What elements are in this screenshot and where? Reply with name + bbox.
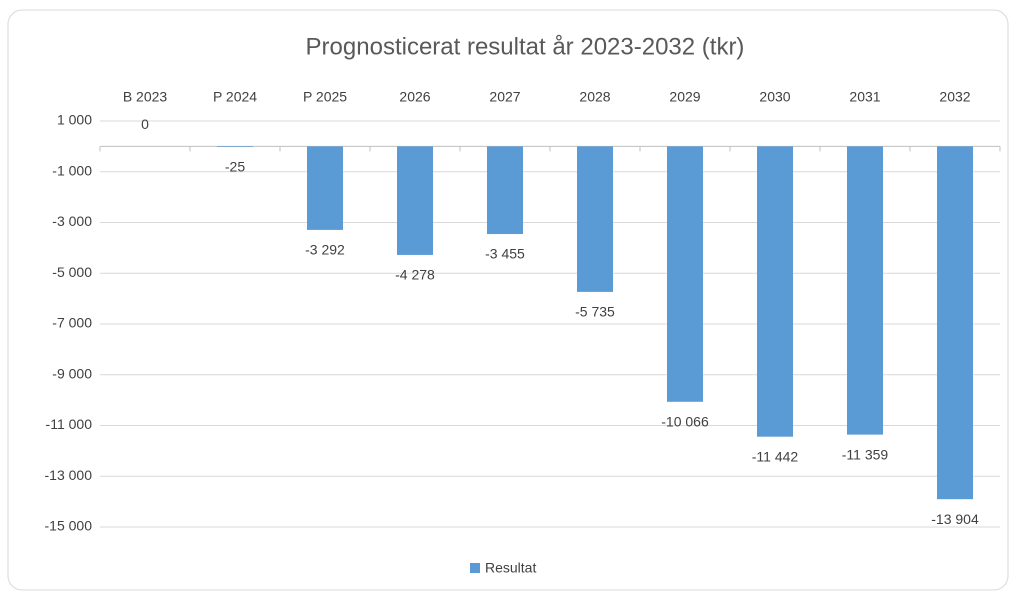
data-label: 0 bbox=[141, 116, 149, 132]
legend-label: Resultat bbox=[485, 560, 536, 576]
bar bbox=[757, 146, 793, 437]
y-tick-label: -11 000 bbox=[46, 416, 93, 432]
y-tick-label: -1 000 bbox=[52, 162, 92, 178]
x-tick-label: 2029 bbox=[669, 89, 700, 105]
y-tick-label: 1 000 bbox=[57, 112, 92, 128]
bar bbox=[487, 146, 523, 235]
data-label: -4 278 bbox=[395, 267, 435, 283]
bar bbox=[307, 146, 343, 230]
x-tick-label: 2027 bbox=[489, 89, 520, 105]
bar bbox=[217, 146, 253, 148]
x-tick-label: 2026 bbox=[399, 89, 430, 105]
data-label: -11 442 bbox=[752, 448, 799, 464]
data-label: -11 359 bbox=[842, 446, 889, 462]
bar bbox=[577, 146, 613, 292]
data-label: -25 bbox=[225, 159, 245, 175]
bar bbox=[937, 146, 973, 500]
x-tick-label: P 2024 bbox=[213, 89, 257, 105]
legend-swatch bbox=[470, 563, 480, 573]
x-tick-label: 2032 bbox=[939, 89, 970, 105]
x-tick-label: B 2023 bbox=[123, 89, 168, 105]
x-tick-label: P 2025 bbox=[303, 89, 347, 105]
data-label: -3 455 bbox=[485, 246, 525, 262]
y-tick-label: -13 000 bbox=[45, 467, 93, 483]
x-tick-label: 2030 bbox=[759, 89, 790, 105]
x-tick-label: 2031 bbox=[849, 89, 880, 105]
y-tick-label: -7 000 bbox=[52, 315, 92, 331]
x-tick-label: 2028 bbox=[579, 89, 610, 105]
y-tick-label: -9 000 bbox=[52, 365, 92, 381]
y-tick-label: -15 000 bbox=[45, 518, 93, 534]
data-label: -13 904 bbox=[931, 511, 979, 527]
y-tick-label: -5 000 bbox=[52, 264, 92, 280]
bar bbox=[397, 146, 433, 255]
chart-title: Prognosticerat resultat år 2023-2032 (tk… bbox=[306, 33, 745, 60]
bar bbox=[667, 146, 703, 402]
bar bbox=[847, 146, 883, 435]
data-label: -3 292 bbox=[305, 242, 345, 258]
data-label: -5 735 bbox=[575, 304, 615, 320]
y-tick-label: -3 000 bbox=[52, 213, 92, 229]
data-label: -10 066 bbox=[661, 414, 709, 430]
